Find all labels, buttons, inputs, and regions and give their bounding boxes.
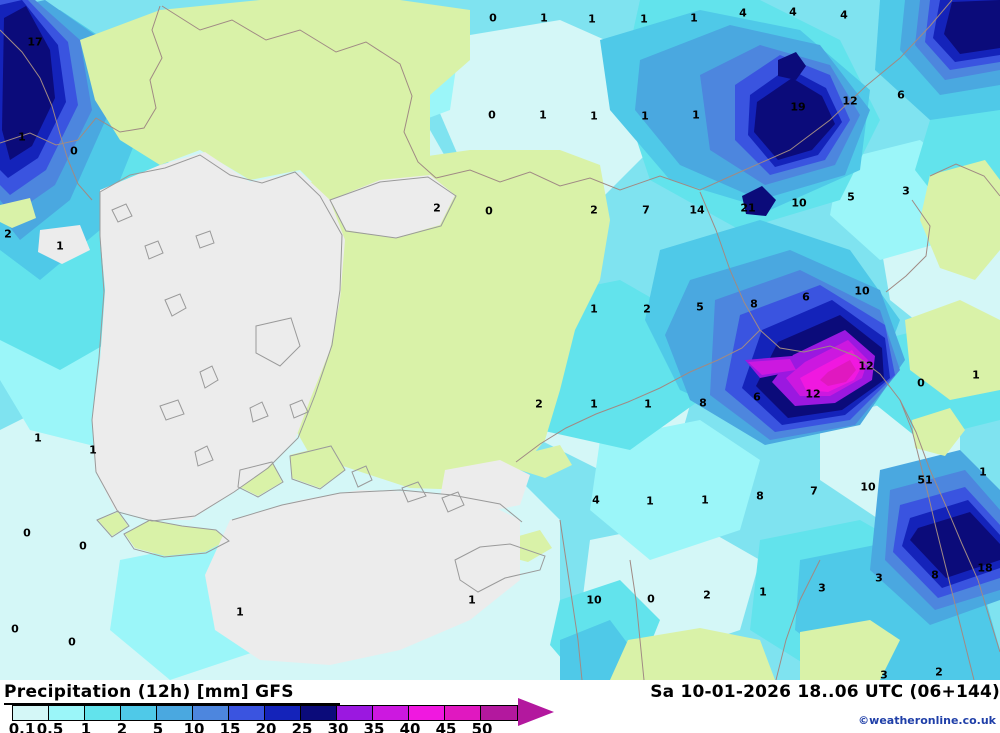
colour-scale-tick-labels: 0.1 0.5 1 2 5 10 15 20 25 30 35 40 45 50 [0,720,560,733]
colour-scale-swatch [85,706,121,720]
colour-scale-tick: 50 [471,720,493,733]
colour-scale-tick: 2 [116,720,128,733]
title-underline [4,703,340,705]
colour-scale-tick: 35 [363,720,385,733]
colour-scale-swatch [229,706,265,720]
colour-scale-swatch [409,706,445,720]
colour-scale-tick: 20 [255,720,277,733]
colour-scale-swatch [301,706,337,720]
colour-scale-tick: 0.1 [8,720,36,733]
colour-scale-swatch [13,706,49,720]
colour-scale-swatch [193,706,229,720]
colour-scale-tick: 0.5 [36,720,64,733]
page-title: Precipitation (12h) [mm] GFS [4,682,294,702]
colour-scale-swatch [121,706,157,720]
colour-scale-tick: 5 [152,720,164,733]
precipitation-contour-canvas [0,0,1000,680]
colour-scale-swatch [373,706,409,720]
colour-scale-swatch [337,706,373,720]
colour-scale-tick: 10 [183,720,205,733]
colour-scale-swatch [265,706,301,720]
colour-scale-tick: 45 [435,720,457,733]
precipitation-map[interactable]: 17 1 0 2 1 1 1 0 0 0 0 0 1 1 1 1 4 4 4 0 1 1 1 1 19 12 6 2 0 2 7 14 21 10… [0,0,1000,680]
colour-scale-tick: 25 [291,720,313,733]
map-footer: Precipitation (12h) [mm] GFS Sa 10-01-20… [0,680,1000,733]
colour-scale-tick: 1 [80,720,92,733]
colour-scale-swatch [481,706,517,720]
colour-scale-swatch [49,706,85,720]
colour-scale-tick: 15 [219,720,241,733]
colour-scale-bar [12,705,518,721]
colour-scale-tick: 40 [399,720,421,733]
model-run-timestamp: Sa 10-01-2026 18..06 UTC (06+144) [650,682,1000,702]
colour-scale-tick: 30 [327,720,349,733]
colour-scale-swatch [157,706,193,720]
scale-overflow-arrow-icon [518,698,554,726]
copyright-notice: ©weatheronline.co.uk [858,714,996,727]
colour-scale-swatch [445,706,481,720]
